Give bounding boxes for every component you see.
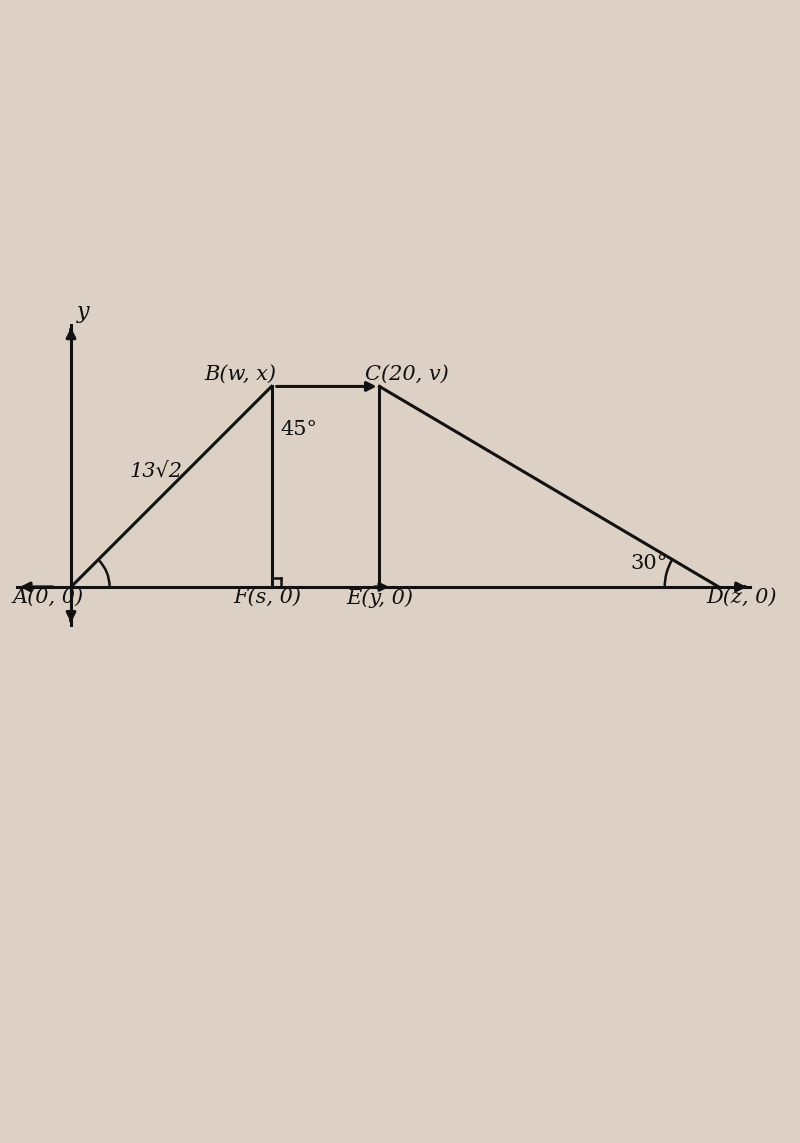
Text: D(z, 0): D(z, 0) <box>706 589 777 607</box>
Text: C(20, v): C(20, v) <box>366 365 449 384</box>
Text: F(s, 0): F(s, 0) <box>233 589 301 607</box>
Text: 13√2: 13√2 <box>130 462 182 481</box>
Text: y: y <box>77 302 90 323</box>
Text: A(0, 0): A(0, 0) <box>12 589 83 607</box>
Text: E(y, 0): E(y, 0) <box>346 588 413 608</box>
Text: 30°: 30° <box>630 554 668 574</box>
Text: B(w, x): B(w, x) <box>205 365 277 384</box>
Text: 45°: 45° <box>281 421 318 439</box>
